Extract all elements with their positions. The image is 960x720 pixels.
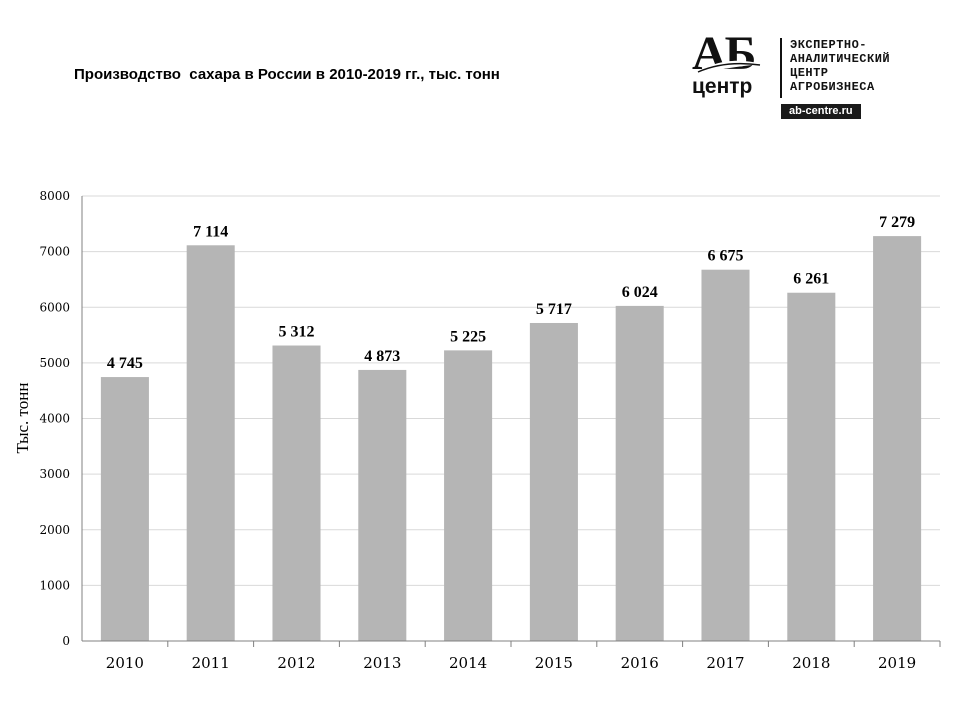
logo-leaf-icon xyxy=(696,60,762,74)
y-tick-label: 8000 xyxy=(39,189,70,203)
bars xyxy=(100,236,922,641)
x-tick-label: 2012 xyxy=(277,654,315,672)
bar-2017 xyxy=(701,269,750,641)
axes: 0 1000 2000 3000 4000 5000 6000 7000 8000 2010 201… xyxy=(39,189,941,672)
data-label: 7 279 xyxy=(879,214,915,231)
data-label: 4 745 xyxy=(107,355,143,372)
logo-mark-bottom: центр xyxy=(692,75,753,98)
y-tick-label: 4000 xyxy=(39,412,70,426)
x-tick-label: 2018 xyxy=(792,654,830,672)
y-tick-label: 5000 xyxy=(39,356,70,370)
x-tick-label: 2019 xyxy=(878,654,916,672)
data-label: 5 312 xyxy=(279,324,315,341)
chart-title: Производство сахара в России в 2010-2019… xyxy=(74,66,500,83)
data-label: 6 024 xyxy=(622,284,658,301)
bar-2012 xyxy=(272,345,321,641)
data-label: 5 717 xyxy=(536,301,572,318)
x-tick-label: 2016 xyxy=(621,654,659,672)
data-labels: 4 745 7 114 5 312 4 873 5 225 5 717 6 024 6 675… xyxy=(107,214,915,372)
bar-2014 xyxy=(444,350,493,641)
y-tick-label: 7000 xyxy=(39,245,70,259)
y-tick-label: 0 xyxy=(62,634,70,648)
x-tick-label: 2011 xyxy=(192,654,230,672)
bar-2013 xyxy=(358,369,407,641)
logo-line-1: ЭКСПЕРТНО- xyxy=(790,38,868,52)
x-tick-label: 2014 xyxy=(449,654,487,672)
logo-divider xyxy=(780,38,782,98)
data-label: 6 675 xyxy=(708,248,744,265)
y-tick-label: 2000 xyxy=(39,523,70,537)
x-tick-label: 2015 xyxy=(535,654,573,672)
bar-2010 xyxy=(100,377,149,641)
y-tick-label: 1000 xyxy=(39,578,70,592)
bar-2015 xyxy=(529,322,578,641)
data-label: 4 873 xyxy=(364,348,400,365)
logo-line-2: АНАЛИТИЧЕСКИЙ xyxy=(790,52,891,66)
logo-line-3: ЦЕНТР xyxy=(790,66,829,80)
bar-2019 xyxy=(873,236,922,641)
x-tick-label: 2017 xyxy=(706,654,744,672)
logo-line-4: АГРОБИЗНЕСА xyxy=(790,80,875,94)
y-tick-label: 6000 xyxy=(39,300,70,314)
data-label: 5 225 xyxy=(450,328,486,345)
bar-2011 xyxy=(186,245,235,641)
y-axis-label: Тыс. тонн xyxy=(13,383,32,454)
data-label: 6 261 xyxy=(793,271,829,288)
bar-2018 xyxy=(787,292,836,641)
bar-2016 xyxy=(615,305,664,641)
x-tick-label: 2013 xyxy=(363,654,401,672)
data-label: 7 114 xyxy=(193,223,228,240)
x-tick-label: 2010 xyxy=(106,654,144,672)
logo-site-badge: ab-centre.ru xyxy=(781,104,861,119)
y-tick-label: 3000 xyxy=(39,467,70,481)
ab-centre-logo: АБ центр ЭКСПЕРТНО- АНАЛИТИЧЕСКИЙ ЦЕНТР … xyxy=(688,30,938,122)
